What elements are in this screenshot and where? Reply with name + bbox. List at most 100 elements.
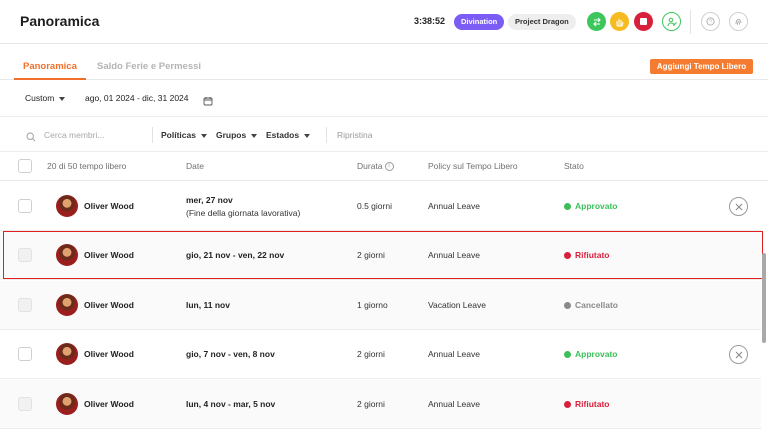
- search-icon: [26, 129, 36, 147]
- reset-button[interactable]: Ripristina: [337, 130, 373, 140]
- status-label: Rifiutato: [575, 250, 610, 260]
- period-select[interactable]: Custom: [25, 93, 66, 103]
- page-title: Panoramica: [20, 13, 100, 29]
- fingerprint-icon[interactable]: [729, 12, 748, 31]
- active-tab-indicator: [14, 78, 86, 80]
- tab-saldo-ferie[interactable]: Saldo Ferie e Permessi: [97, 61, 202, 72]
- estados-filter[interactable]: Estados: [266, 130, 311, 140]
- row-checkbox[interactable]: [18, 248, 32, 262]
- tab-bar: Panoramica Saldo Ferie e Permessi Aggiun…: [0, 44, 768, 80]
- status-badge: Approvato: [564, 201, 618, 211]
- status-dot: [564, 301, 571, 309]
- stop-icon[interactable]: [634, 12, 653, 31]
- status-badge: Rifiutato: [564, 250, 609, 260]
- policy: Vacation Leave: [428, 300, 486, 310]
- politicas-filter-label: Políticas: [161, 130, 196, 140]
- grupos-filter[interactable]: Grupos: [216, 130, 258, 140]
- cancel-request-button[interactable]: [729, 345, 748, 364]
- project-badge[interactable]: Project Dragon: [508, 14, 576, 30]
- avatar: [56, 393, 78, 415]
- policy: Annual Leave: [428, 399, 480, 409]
- select-all-checkbox[interactable]: [18, 159, 32, 173]
- duration: 2 giorni: [357, 349, 385, 359]
- time-off-date: lun, 11 nov: [186, 300, 230, 310]
- policy: Annual Leave: [428, 349, 480, 359]
- close-icon: [735, 203, 742, 210]
- chevron-down-icon: [200, 133, 207, 138]
- duration: 2 giorni: [357, 250, 385, 260]
- filter-divider: [152, 127, 153, 143]
- timer: 3:38:52: [414, 16, 446, 26]
- user-check-icon[interactable]: [662, 12, 681, 31]
- calendar-icon[interactable]: [203, 93, 213, 111]
- member-name[interactable]: Oliver Wood: [84, 349, 134, 359]
- close-icon: [735, 351, 742, 358]
- status-dot: [564, 202, 571, 210]
- time-off-date: lun, 4 nov - mar, 5 nov: [186, 399, 276, 409]
- svg-text:?: ?: [709, 19, 712, 25]
- table-header: 20 di 50 tempo libero Date Durata i Polic…: [0, 152, 768, 181]
- column-policy[interactable]: Policy sul Tempo Libero: [428, 161, 518, 171]
- column-stato[interactable]: Stato: [564, 161, 584, 171]
- row-checkbox[interactable]: [18, 298, 32, 312]
- policy: Annual Leave: [428, 250, 480, 260]
- status-label: Rifiutato: [575, 399, 610, 409]
- member-name[interactable]: Oliver Wood: [84, 300, 134, 310]
- info-icon[interactable]: i: [384, 162, 394, 172]
- status-label: Approvato: [575, 201, 618, 211]
- workspace-badge[interactable]: Divination: [454, 14, 505, 30]
- status-badge: Rifiutato: [564, 399, 609, 409]
- column-count: 20 di 50 tempo libero: [47, 161, 127, 171]
- avatar: [56, 343, 78, 365]
- status-dot: [564, 350, 571, 358]
- status-badge: Cancellato: [564, 300, 618, 310]
- table-row[interactable]: Oliver Wood gio, 7 nov - ven, 8 nov 2 gi…: [0, 330, 761, 379]
- period-select-value: Custom: [25, 93, 55, 103]
- top-bar: Panoramica 3:38:52 Divination Project Dr…: [0, 0, 768, 44]
- member-name[interactable]: Oliver Wood: [84, 201, 134, 211]
- filter-divider: [326, 127, 327, 143]
- avatar: [56, 294, 78, 316]
- time-off-date: mer, 27 nov: [186, 195, 233, 205]
- chevron-down-icon: [304, 133, 311, 138]
- time-off-date: gio, 7 nov - ven, 8 nov: [186, 349, 275, 359]
- member-name[interactable]: Oliver Wood: [84, 399, 134, 409]
- table-row[interactable]: Oliver Wood lun, 11 nov 1 giorno Vacatio…: [0, 281, 761, 330]
- duration: 2 giorni: [357, 399, 385, 409]
- duration: 1 giorno: [357, 300, 388, 310]
- chevron-down-icon: [251, 133, 258, 138]
- status-label: Approvato: [575, 349, 618, 359]
- help-icon[interactable]: ?: [701, 12, 720, 31]
- scrollbar[interactable]: [762, 253, 766, 343]
- table-row[interactable]: Oliver Wood gio, 21 nov - ven, 22 nov 2 …: [0, 231, 761, 280]
- member-name[interactable]: Oliver Wood: [84, 250, 134, 260]
- policy: Annual Leave: [428, 201, 480, 211]
- cancel-request-button[interactable]: [729, 197, 748, 216]
- time-off-date: gio, 21 nov - ven, 22 nov: [186, 250, 285, 260]
- add-time-off-button[interactable]: Aggiungi Tempo Libero: [650, 59, 753, 74]
- date-range[interactable]: ago, 01 2024 - dic, 31 2024: [85, 93, 189, 103]
- header-divider: [690, 10, 691, 34]
- status-badge: Approvato: [564, 349, 618, 359]
- table-row[interactable]: Oliver Wood lun, 4 nov - mar, 5 nov 2 gi…: [0, 380, 761, 429]
- column-durata[interactable]: Durata i: [357, 161, 394, 172]
- column-durata-label: Durata: [357, 161, 383, 171]
- swap-icon[interactable]: [587, 12, 606, 31]
- tab-panoramica[interactable]: Panoramica: [23, 61, 77, 72]
- time-off-date-note: (Fine della giornata lavorativa): [186, 208, 301, 218]
- column-date[interactable]: Date: [186, 161, 204, 171]
- row-checkbox[interactable]: [18, 397, 32, 411]
- grupos-filter-label: Grupos: [216, 130, 247, 140]
- avatar: [56, 195, 78, 217]
- table-row[interactable]: Oliver Wood mer, 27 nov (Fine della gior…: [0, 182, 761, 231]
- avatar: [56, 244, 78, 266]
- search-input[interactable]: Cerca membri...: [44, 130, 105, 140]
- row-checkbox[interactable]: [18, 199, 32, 213]
- status-dot: [564, 251, 571, 259]
- period-filter-bar: Custom ago, 01 2024 - dic, 31 2024: [0, 80, 768, 116]
- row-checkbox[interactable]: [18, 347, 32, 361]
- duration: 0.5 giorni: [357, 201, 392, 211]
- hand-icon[interactable]: [610, 12, 629, 31]
- status-dot: [564, 400, 571, 408]
- politicas-filter[interactable]: Políticas: [161, 130, 207, 140]
